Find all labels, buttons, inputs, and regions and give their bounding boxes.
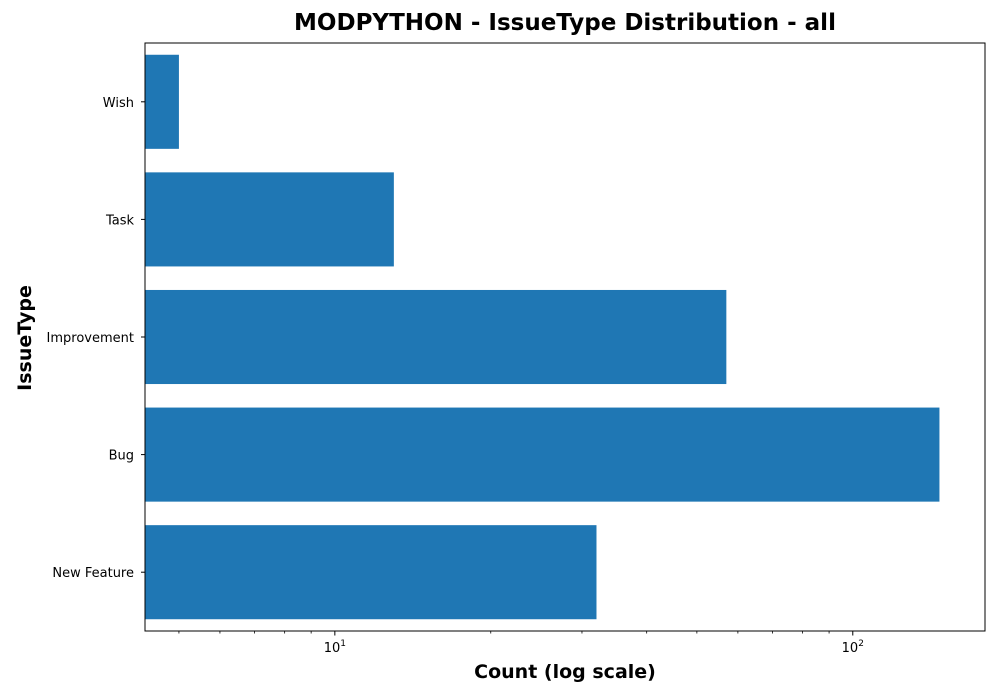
plot-frame <box>144 42 986 632</box>
y-tick-label: Task <box>105 213 135 228</box>
y-tick-label: Improvement <box>47 331 134 346</box>
bar-wish <box>145 54 179 149</box>
bar-new-feature <box>145 525 597 620</box>
y-tick-label: Bug <box>109 449 134 464</box>
x-axis-label: Count (log scale) <box>474 661 656 683</box>
chart-title: MODPYTHON - IssueType Distribution - all <box>294 10 836 36</box>
y-tick-label: New Feature <box>52 566 134 581</box>
x-tick-label: 102 <box>842 639 864 656</box>
bar-task <box>145 172 394 267</box>
x-tick-label: 101 <box>324 639 346 656</box>
bar-bug <box>145 407 940 502</box>
y-tick-label: Wish <box>103 96 134 111</box>
bar-improvement <box>145 289 727 385</box>
